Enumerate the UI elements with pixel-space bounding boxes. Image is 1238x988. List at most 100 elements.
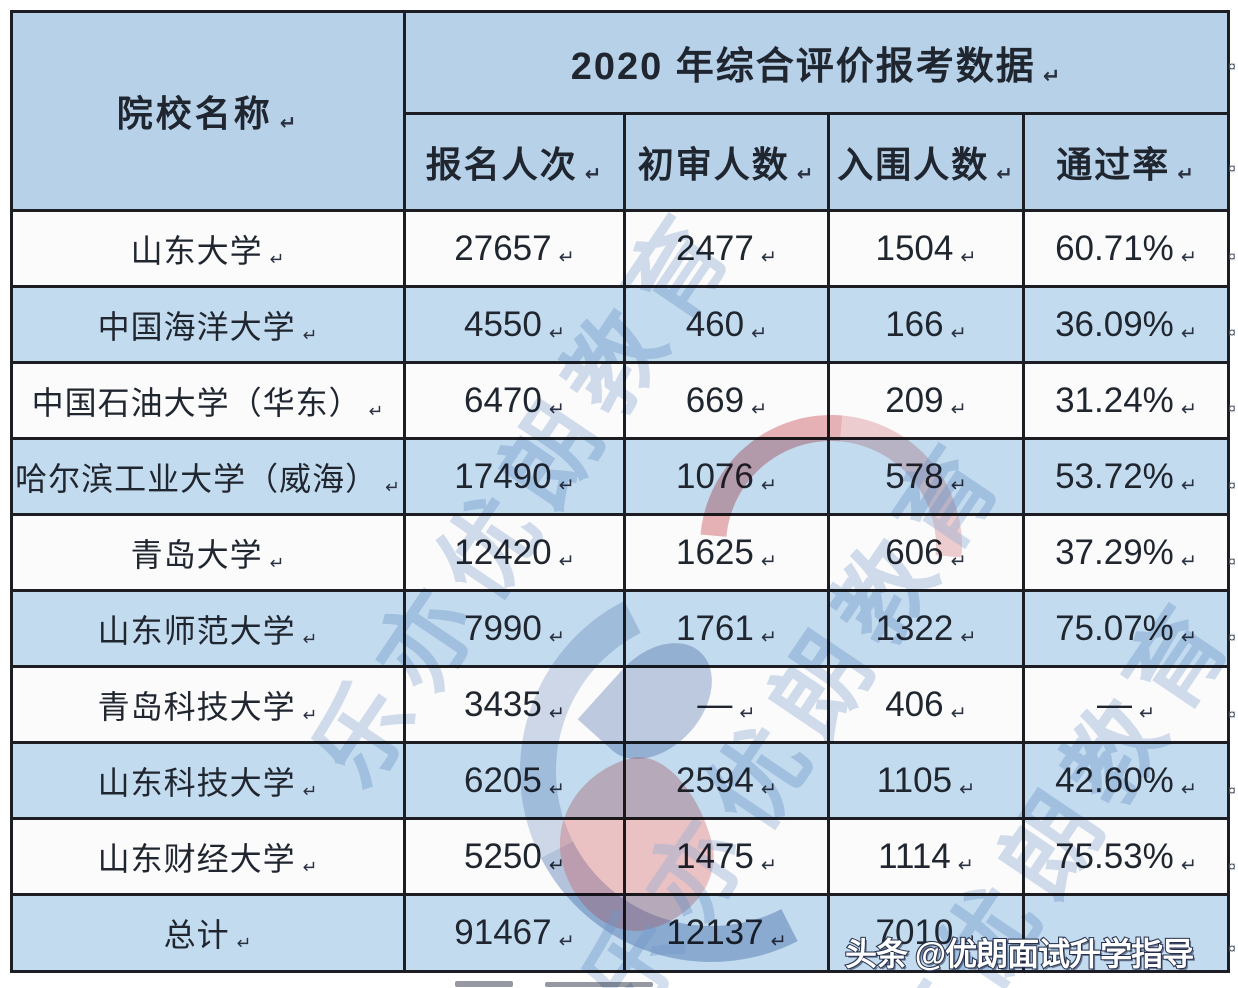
table-row: 青岛科技大学 ↵ 3435 ↵ — ↵ 406 ↵ — ↵	[10, 665, 1231, 744]
data-value: 1105	[876, 760, 953, 800]
school-name-label: 山东师范大学	[97, 612, 296, 649]
school-name-label: 山东科技大学	[97, 764, 296, 801]
data-value: 406	[885, 684, 944, 724]
data-cell-first-review: 669 ↵	[623, 361, 830, 440]
paragraph-mark-icon: ↵	[996, 163, 1015, 186]
table-row: 山东科技大学 ↵ 6205 ↵ 2594 ↵ 1105 ↵ 42.60% ↵	[10, 741, 1231, 820]
data-cell-shortlisted: 406 ↵	[827, 665, 1025, 744]
data-cell-first-review: 1761 ↵	[623, 589, 830, 668]
data-cell-shortlisted: 1105 ↵	[827, 741, 1025, 820]
data-value: —	[1096, 684, 1132, 724]
data-cell-first-review: 2594 ↵	[623, 741, 830, 820]
table-row: 山东师范大学 ↵ 7990 ↵ 1761 ↵ 1322 ↵ 75.07% ↵	[10, 589, 1231, 668]
row-end-mark-icon: ¤	[1228, 858, 1236, 874]
data-cell-shortlisted: 1504 ↵	[827, 209, 1025, 288]
data-cell-applicants: 6205 ↵	[403, 741, 626, 820]
data-cell-applicants: 91467 ↵	[403, 893, 626, 973]
data-value: 1322	[875, 608, 954, 648]
school-name-label: 总计	[163, 917, 230, 953]
paragraph-mark-icon: ↵	[236, 933, 253, 954]
data-value: 606	[885, 532, 944, 572]
data-value: 209	[885, 380, 944, 420]
cutoff-content-fragment	[545, 982, 653, 987]
paragraph-mark-icon: ↵	[760, 246, 777, 268]
column-header-3: 通过率 ↵	[1021, 112, 1231, 212]
school-name-cell: 总计 ↵	[10, 893, 406, 973]
paragraph-mark-icon: ↵	[584, 163, 604, 186]
paragraph-mark-icon: ↵	[558, 474, 575, 496]
school-name-label: 青岛大学	[130, 536, 263, 573]
paragraph-mark-icon: ↵	[558, 246, 575, 268]
data-cell-shortlisted: 578 ↵	[827, 437, 1025, 516]
school-name-label: 中国石油大学（华东）	[31, 384, 362, 421]
data-value: 75.53%	[1055, 836, 1174, 876]
data-cell-applicants: 12420 ↵	[403, 513, 626, 592]
data-value: 5250	[463, 836, 542, 876]
row-end-mark-icon: ¤	[1228, 324, 1236, 340]
row-end-mark-icon: ¤	[1228, 400, 1236, 416]
row-end-mark-icon: ¤	[1228, 629, 1236, 645]
data-value: 2594	[675, 760, 754, 800]
group-header-2020-application-data: 2020 年综合评价报考数据 ↵	[402, 10, 1231, 115]
paragraph-mark-icon: ↵	[548, 854, 565, 876]
school-name-label: 山东财经大学	[97, 840, 296, 877]
data-value: 1114	[878, 836, 951, 876]
paragraph-mark-icon: ↵	[548, 398, 565, 420]
row-end-mark-icon: ¤	[1228, 58, 1236, 74]
paragraph-mark-icon: ↵	[1180, 322, 1197, 344]
data-cell-first-review: 1076 ↵	[623, 437, 830, 516]
data-cell-first-review: 460 ↵	[623, 285, 830, 364]
data-cell-pass-rate: 75.53% ↵	[1021, 817, 1231, 896]
paragraph-mark-icon: ↵	[558, 931, 575, 953]
data-value: 1475	[675, 836, 754, 876]
data-cell-pass-rate: 31.24% ↵	[1021, 361, 1231, 440]
data-cell-pass-rate: 37.29% ↵	[1021, 513, 1231, 592]
column-header-school-name: 院校名称 ↵	[10, 10, 406, 212]
paragraph-mark-icon: ↵	[950, 398, 967, 420]
toutiao-watermark-badge: 头条 @优朗面试升学指导	[844, 935, 1195, 973]
column-header-0: 报名人次 ↵	[403, 112, 626, 212]
data-cell-pass-rate: — ↵	[1021, 665, 1231, 744]
column-header-label: 报名人次	[425, 144, 578, 185]
data-cell-first-review: 1475 ↵	[623, 817, 830, 896]
row-end-mark-icon: ¤	[1228, 553, 1236, 569]
data-value: 1761	[675, 608, 754, 648]
data-value: 17490	[454, 456, 552, 496]
paragraph-mark-icon: ↵	[960, 626, 977, 648]
paragraph-mark-icon: ↵	[302, 856, 319, 877]
school-name-label: 哈尔滨工业大学（威海）	[15, 460, 379, 497]
paragraph-mark-icon: ↵	[548, 702, 565, 724]
data-value: 91467	[454, 913, 552, 952]
data-value: 3435	[463, 684, 542, 724]
data-cell-pass-rate: 60.71% ↵	[1021, 209, 1231, 288]
data-cell-shortlisted: 1322 ↵	[827, 589, 1025, 668]
table-row: 中国海洋大学 ↵ 4550 ↵ 460 ↵ 166 ↵ 36.09% ↵	[10, 285, 1231, 364]
paragraph-mark-icon: ↵	[770, 931, 787, 953]
school-name-cell: 山东科技大学 ↵	[10, 741, 406, 820]
school-name-cell: 山东大学 ↵	[10, 209, 406, 288]
row-end-mark-icon: ¤	[1228, 706, 1236, 722]
data-cell-shortlisted: 166 ↵	[827, 285, 1025, 364]
data-value: 7010	[875, 913, 954, 952]
paragraph-mark-icon: ↵	[1138, 702, 1156, 724]
group-header-label: 2020 年综合评价报考数据	[570, 46, 1036, 88]
data-cell-applicants: 27657 ↵	[403, 209, 626, 288]
school-name-cell: 中国石油大学（华东） ↵	[10, 361, 406, 440]
data-value: 166	[885, 304, 944, 344]
data-cell-first-review: 12137 ↵	[623, 893, 830, 973]
column-header-label: 初审人数	[637, 144, 790, 185]
paragraph-mark-icon: ↵	[796, 163, 816, 186]
paragraph-mark-icon: ↵	[1180, 626, 1197, 648]
data-value: 7990	[463, 608, 542, 648]
data-cell-applicants: 4550 ↵	[403, 285, 626, 364]
paragraph-mark-icon: ↵	[385, 476, 401, 497]
data-value: 60.71%	[1055, 228, 1174, 268]
row-end-mark-icon: ¤	[1228, 160, 1236, 176]
data-cell-shortlisted: 7010 ↵	[827, 893, 1025, 973]
data-value: 42.60%	[1055, 760, 1174, 800]
paragraph-mark-icon: ↵	[950, 322, 967, 344]
column-header-1: 初审人数 ↵	[623, 112, 830, 212]
data-value: —	[697, 684, 733, 724]
data-value: 1625	[675, 532, 754, 572]
data-cell-pass-rate: 36.09% ↵	[1021, 285, 1231, 364]
